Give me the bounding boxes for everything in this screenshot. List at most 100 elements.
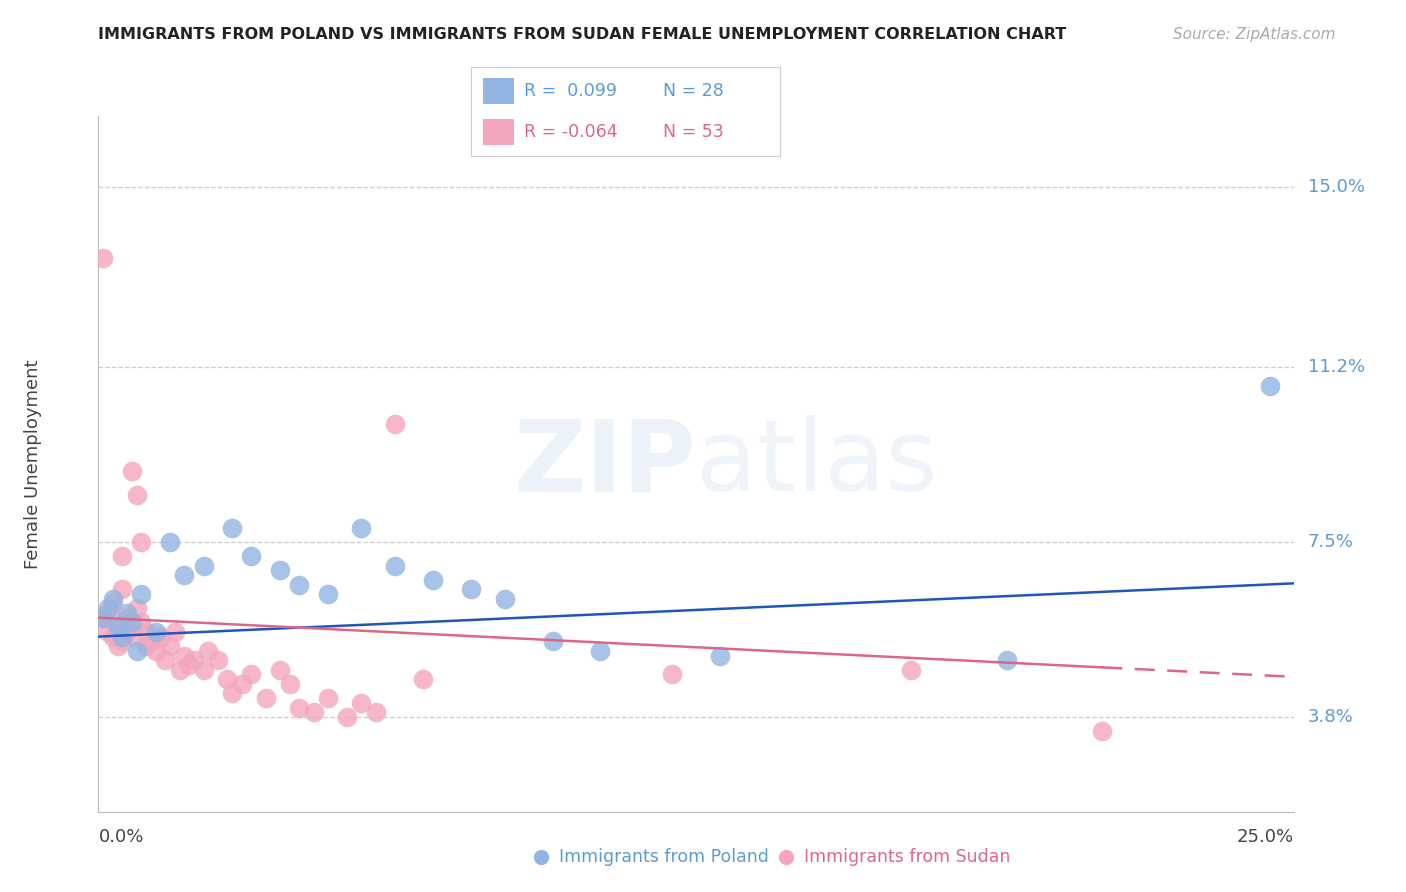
- Point: [145, 644, 167, 658]
- Point: [183, 653, 205, 667]
- Point: [173, 568, 195, 582]
- Point: [288, 577, 311, 591]
- Point: [111, 549, 134, 563]
- Point: [111, 630, 134, 644]
- Point: [163, 624, 186, 639]
- Point: [900, 663, 922, 677]
- Point: [995, 653, 1018, 667]
- Point: [207, 653, 229, 667]
- Text: 25.0%: 25.0%: [1236, 829, 1294, 847]
- Point: [107, 620, 129, 634]
- Point: [364, 706, 387, 720]
- Point: [91, 251, 114, 265]
- Point: [115, 624, 138, 639]
- Point: [97, 624, 120, 639]
- FancyBboxPatch shape: [484, 119, 515, 145]
- Point: [221, 686, 243, 700]
- Point: [107, 639, 129, 653]
- Point: [269, 563, 291, 577]
- Point: [111, 634, 134, 648]
- Text: 3.8%: 3.8%: [1308, 708, 1354, 726]
- Point: [125, 644, 148, 658]
- Point: [169, 663, 191, 677]
- Point: [193, 558, 215, 573]
- Point: [302, 706, 325, 720]
- Point: [159, 639, 181, 653]
- Text: atlas: atlas: [696, 416, 938, 512]
- Point: [173, 648, 195, 663]
- Point: [145, 624, 167, 639]
- Point: [131, 615, 153, 630]
- Point: [316, 691, 339, 706]
- Point: [240, 667, 263, 681]
- Point: [131, 535, 153, 549]
- Text: R = -0.064: R = -0.064: [523, 123, 617, 141]
- Text: R =  0.099: R = 0.099: [523, 82, 617, 100]
- Point: [231, 677, 253, 691]
- Point: [135, 639, 157, 653]
- Text: 15.0%: 15.0%: [1308, 178, 1365, 196]
- Point: [101, 615, 124, 630]
- Point: [193, 663, 215, 677]
- Text: Female Unemployment: Female Unemployment: [24, 359, 42, 568]
- Point: [107, 620, 129, 634]
- Point: [316, 587, 339, 601]
- Point: [589, 644, 612, 658]
- Point: [1091, 724, 1114, 739]
- Point: [121, 615, 143, 630]
- Point: [179, 658, 201, 673]
- Text: Source: ZipAtlas.com: Source: ZipAtlas.com: [1173, 27, 1336, 42]
- Text: N = 53: N = 53: [662, 123, 724, 141]
- Point: [709, 648, 731, 663]
- Point: [101, 597, 124, 611]
- Point: [91, 610, 114, 624]
- FancyBboxPatch shape: [484, 78, 515, 104]
- Point: [494, 591, 516, 606]
- Point: [350, 521, 373, 535]
- Text: 11.2%: 11.2%: [1308, 358, 1365, 376]
- Point: [541, 634, 564, 648]
- Point: [217, 672, 239, 686]
- Point: [240, 549, 263, 563]
- Point: [111, 582, 134, 597]
- Point: [1258, 378, 1281, 392]
- Point: [97, 606, 120, 620]
- Text: Immigrants from Poland: Immigrants from Poland: [558, 848, 769, 866]
- Point: [115, 610, 138, 624]
- Point: [125, 487, 148, 501]
- Point: [412, 672, 434, 686]
- Text: ZIP: ZIP: [513, 416, 696, 512]
- Text: Immigrants from Sudan: Immigrants from Sudan: [804, 848, 1010, 866]
- Point: [91, 610, 114, 624]
- Point: [149, 630, 172, 644]
- Point: [661, 667, 683, 681]
- Point: [139, 634, 162, 648]
- Point: [101, 630, 124, 644]
- Text: IMMIGRANTS FROM POLAND VS IMMIGRANTS FROM SUDAN FEMALE UNEMPLOYMENT CORRELATION : IMMIGRANTS FROM POLAND VS IMMIGRANTS FRO…: [98, 27, 1067, 42]
- Point: [336, 710, 359, 724]
- Point: [221, 521, 243, 535]
- Point: [121, 464, 143, 478]
- Point: [460, 582, 482, 597]
- Point: [422, 573, 444, 587]
- Point: [278, 677, 301, 691]
- Point: [131, 587, 153, 601]
- Point: [135, 624, 157, 639]
- Point: [288, 700, 311, 714]
- Text: N = 28: N = 28: [662, 82, 724, 100]
- Point: [125, 601, 148, 615]
- Point: [384, 417, 406, 431]
- Point: [269, 663, 291, 677]
- Point: [159, 535, 181, 549]
- Point: [254, 691, 277, 706]
- Point: [350, 696, 373, 710]
- Point: [155, 653, 177, 667]
- Text: 0.0%: 0.0%: [98, 829, 143, 847]
- Point: [384, 558, 406, 573]
- Point: [121, 630, 143, 644]
- Point: [97, 601, 120, 615]
- Text: 7.5%: 7.5%: [1308, 533, 1354, 551]
- Point: [197, 644, 219, 658]
- Point: [101, 591, 124, 606]
- Point: [115, 606, 138, 620]
